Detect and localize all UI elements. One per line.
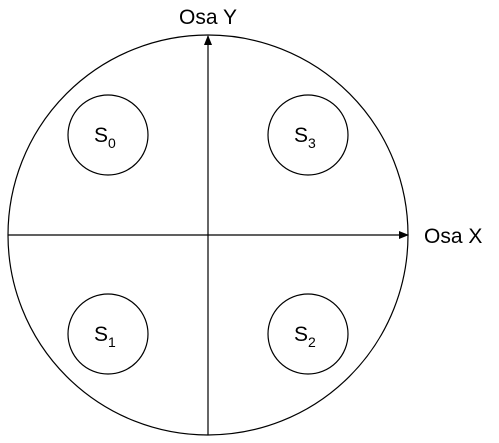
sensor-s3-circle bbox=[267, 94, 349, 176]
sensor-s2: S2 bbox=[267, 293, 349, 375]
sensor-s2-label: S2 bbox=[294, 323, 316, 350]
y-axis-label: Osa Y bbox=[179, 6, 237, 29]
sensor-s0-circle bbox=[67, 94, 149, 176]
sensor-s3: S3 bbox=[267, 94, 349, 176]
sensor-s0-index: 0 bbox=[108, 135, 116, 151]
sensor-s2-index: 2 bbox=[308, 334, 316, 350]
x-axis-label: Osa X bbox=[424, 225, 482, 248]
sensor-s0-letter: S bbox=[94, 124, 108, 147]
sensor-s2-circle bbox=[267, 293, 349, 375]
sensor-s3-label: S3 bbox=[294, 124, 316, 151]
sensor-s3-index: 3 bbox=[308, 135, 316, 151]
sensor-s0-label: S0 bbox=[94, 124, 116, 151]
sensor-s1: S1 bbox=[67, 293, 149, 375]
sensor-s3-letter: S bbox=[294, 124, 308, 147]
sensor-s2-letter: S bbox=[294, 323, 308, 346]
sensor-s0: S0 bbox=[67, 94, 149, 176]
sensor-s1-label: S1 bbox=[94, 323, 116, 350]
sensor-s1-circle bbox=[67, 293, 149, 375]
sensor-s1-index: 1 bbox=[108, 334, 116, 350]
sensor-s1-letter: S bbox=[94, 323, 108, 346]
